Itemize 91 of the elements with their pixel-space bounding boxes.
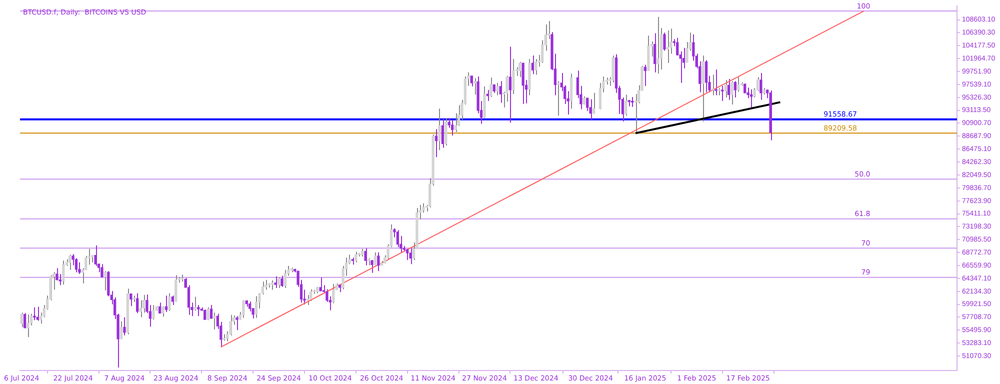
candlestick bbox=[280, 275, 284, 288]
candlestick bbox=[470, 75, 473, 87]
candlestick bbox=[204, 309, 206, 320]
candlestick bbox=[702, 54, 704, 122]
candlestick bbox=[254, 296, 258, 318]
candlestick bbox=[364, 248, 367, 266]
candlestick bbox=[274, 276, 277, 289]
candlestick bbox=[727, 78, 730, 100]
candlestick bbox=[557, 80, 560, 116]
candlestick bbox=[139, 300, 142, 318]
candlestick bbox=[310, 288, 312, 302]
candlestick bbox=[644, 64, 647, 86]
candlestick bbox=[104, 270, 107, 291]
candlestick bbox=[26, 314, 30, 338]
candlestick bbox=[164, 295, 168, 312]
candlestick bbox=[441, 117, 444, 148]
candlestick bbox=[56, 268, 58, 281]
candlestick bbox=[512, 58, 515, 95]
candlestick bbox=[78, 262, 81, 275]
candlestick bbox=[284, 269, 287, 289]
candlestick bbox=[663, 32, 666, 52]
candlestick bbox=[271, 280, 274, 290]
candlestick bbox=[409, 248, 412, 265]
candlestick bbox=[486, 89, 490, 102]
candlestick bbox=[454, 112, 457, 133]
candlestick bbox=[20, 312, 23, 328]
candlestick bbox=[194, 296, 197, 312]
candlestick bbox=[174, 274, 178, 302]
candlestick bbox=[438, 108, 441, 151]
candlestick bbox=[120, 320, 123, 340]
candlestick bbox=[730, 80, 734, 106]
candlestick bbox=[197, 304, 200, 317]
candlestick bbox=[94, 244, 97, 266]
candlestick bbox=[704, 60, 708, 93]
candlestick bbox=[744, 83, 746, 94]
candlestick bbox=[213, 312, 216, 330]
candlestick bbox=[168, 292, 171, 312]
candlestick bbox=[737, 76, 740, 92]
candlestick bbox=[319, 277, 322, 292]
candlestick bbox=[499, 80, 502, 104]
candlestick bbox=[676, 37, 679, 56]
candlestick bbox=[33, 306, 36, 321]
candlestick bbox=[210, 304, 213, 319]
candlestick bbox=[236, 316, 238, 331]
candlestick bbox=[711, 74, 714, 96]
candlestick bbox=[136, 292, 139, 314]
candlestick bbox=[534, 58, 538, 76]
candlestick bbox=[100, 264, 104, 278]
candlestick bbox=[374, 252, 377, 266]
candlestick bbox=[206, 306, 210, 321]
candlestick bbox=[354, 251, 358, 263]
candlestick bbox=[36, 306, 40, 322]
candlestick bbox=[508, 46, 512, 124]
candlestick bbox=[634, 94, 637, 134]
candlestick bbox=[496, 82, 499, 96]
candlestick bbox=[332, 283, 335, 304]
candlestick bbox=[396, 230, 400, 248]
candlestick bbox=[248, 300, 252, 312]
candlestick bbox=[242, 300, 245, 318]
candlestick bbox=[123, 316, 126, 336]
candlestick bbox=[62, 260, 65, 286]
candlestick bbox=[724, 80, 727, 98]
candlestick bbox=[474, 78, 476, 96]
candlestick bbox=[444, 117, 448, 146]
candlestick bbox=[142, 294, 146, 314]
candlestick bbox=[451, 119, 454, 136]
candlestick bbox=[531, 54, 534, 75]
candlestick bbox=[518, 61, 522, 78]
candlestick bbox=[277, 277, 280, 289]
candlestick bbox=[152, 304, 155, 320]
candlestick bbox=[656, 16, 660, 74]
candlestick bbox=[654, 32, 656, 73]
candlestick bbox=[624, 94, 628, 116]
candlestick bbox=[162, 306, 164, 318]
candlestick bbox=[130, 293, 132, 307]
candlestick bbox=[377, 252, 380, 272]
candlestick bbox=[40, 312, 42, 324]
candlestick bbox=[171, 295, 174, 306]
candlestick bbox=[586, 98, 589, 112]
candlestick bbox=[589, 98, 592, 120]
candlestick bbox=[760, 72, 762, 100]
candlestick bbox=[714, 68, 718, 96]
candlestick bbox=[734, 80, 737, 98]
candlestick bbox=[107, 270, 110, 297]
candlestick bbox=[74, 258, 78, 273]
candlestick bbox=[23, 312, 26, 329]
candlestick bbox=[612, 54, 614, 83]
candlestick bbox=[370, 259, 374, 274]
candlestick bbox=[666, 30, 670, 64]
candlestick bbox=[522, 62, 524, 104]
candlestick bbox=[490, 77, 492, 98]
